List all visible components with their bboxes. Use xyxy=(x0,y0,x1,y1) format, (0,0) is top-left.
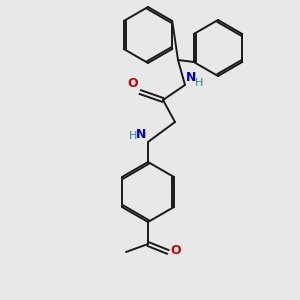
Text: H: H xyxy=(129,131,137,141)
Text: O: O xyxy=(170,244,181,257)
Text: H: H xyxy=(195,78,203,88)
Text: N: N xyxy=(136,128,146,141)
Text: N: N xyxy=(186,71,196,84)
Text: O: O xyxy=(128,77,138,90)
